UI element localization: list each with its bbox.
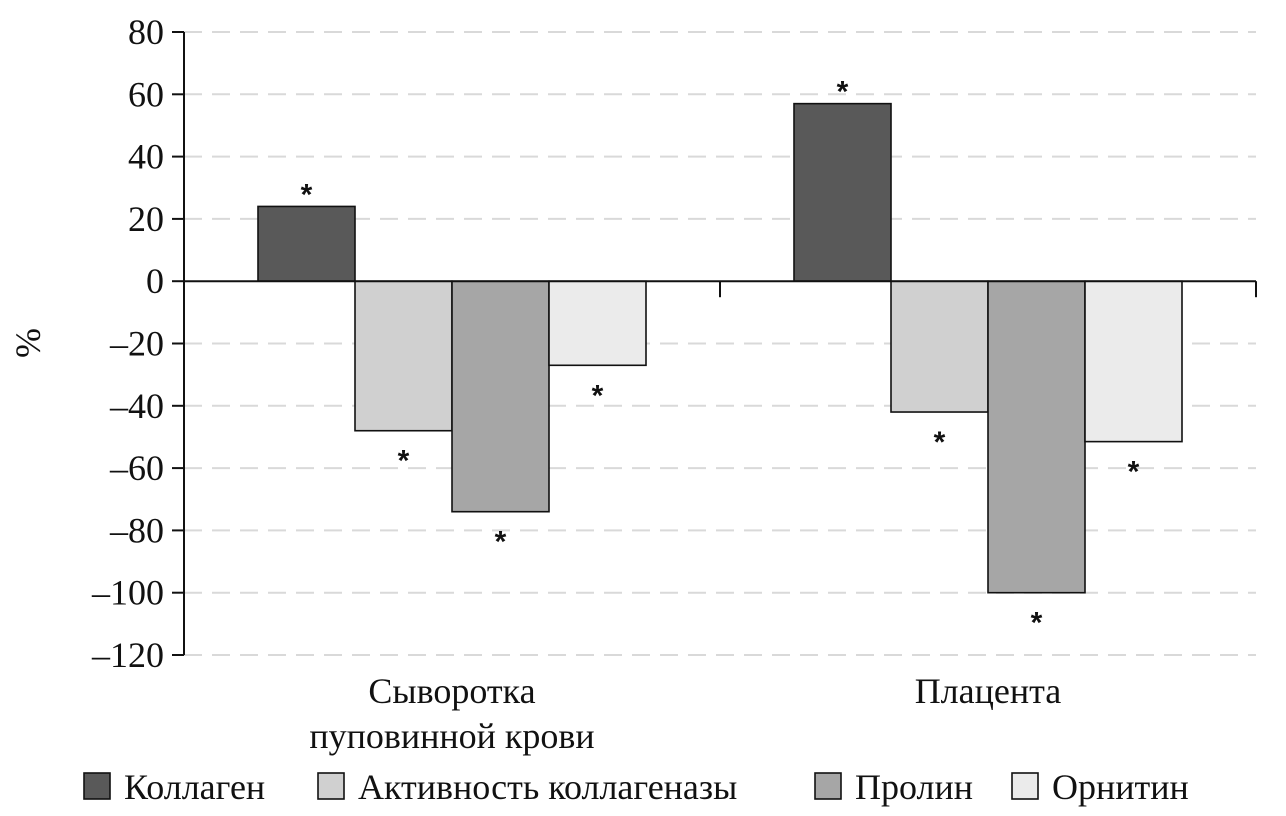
bar-1-series-2 (354, 280, 453, 432)
category-label: Плацента (915, 671, 1062, 711)
legend-swatch (317, 772, 345, 800)
bar-2-series-2 (890, 280, 989, 413)
bar-1-series-3 (451, 280, 550, 513)
legend: Коллаген Активность коллагеназы Пролин Орни… (83, 767, 1189, 807)
y-tick-label: –120 (91, 635, 164, 675)
y-tick-labels: 80 60 40 20 0 –20 –40 –60 –80 –100 –120 (91, 12, 164, 675)
bars (257, 102, 1183, 594)
legend-label: Коллаген (124, 767, 265, 807)
bar-2-series-1 (793, 102, 892, 282)
significance-star: * (1031, 607, 1043, 640)
y-tick-label: –60 (109, 448, 164, 488)
bar-1-series-1 (257, 205, 356, 283)
significance-star: * (934, 426, 946, 459)
significance-star: * (301, 178, 313, 211)
legend-label: Орнитин (1052, 767, 1189, 807)
y-tick-label: 0 (146, 261, 164, 301)
bar-2-series-4 (1084, 280, 1183, 443)
significance-markers: * * * * * * * * (301, 76, 1140, 640)
y-tick-label: –100 (91, 573, 164, 613)
legend-swatch (1011, 772, 1039, 800)
bar-1-series-4 (548, 280, 647, 367)
significance-star: * (1128, 456, 1140, 489)
category-label: Сыворотка (368, 671, 535, 711)
y-tick-label: 20 (128, 199, 164, 239)
bar-2-series-3 (987, 280, 1086, 594)
y-tick-label: 40 (128, 137, 164, 177)
y-tick-label: –80 (109, 510, 164, 550)
category-label: пуповинной крови (309, 716, 594, 756)
significance-star: * (398, 445, 410, 478)
y-tick-label: 80 (128, 12, 164, 52)
y-tick-label: 60 (128, 74, 164, 114)
significance-star: * (837, 76, 849, 109)
y-axis-label: % (8, 328, 48, 358)
y-tick-label: –20 (109, 324, 164, 364)
significance-star: * (495, 526, 507, 559)
y-tick-label: –40 (109, 386, 164, 426)
legend-label: Активность коллагеназы (358, 767, 737, 807)
category-labels: Сыворотка пуповинной крови Плацента (309, 671, 1061, 756)
gridlines (184, 31, 1256, 656)
axes (172, 31, 1257, 656)
significance-star: * (592, 379, 604, 412)
legend-swatch (83, 772, 111, 800)
legend-label: Пролин (855, 767, 973, 807)
legend-swatch (814, 772, 842, 800)
